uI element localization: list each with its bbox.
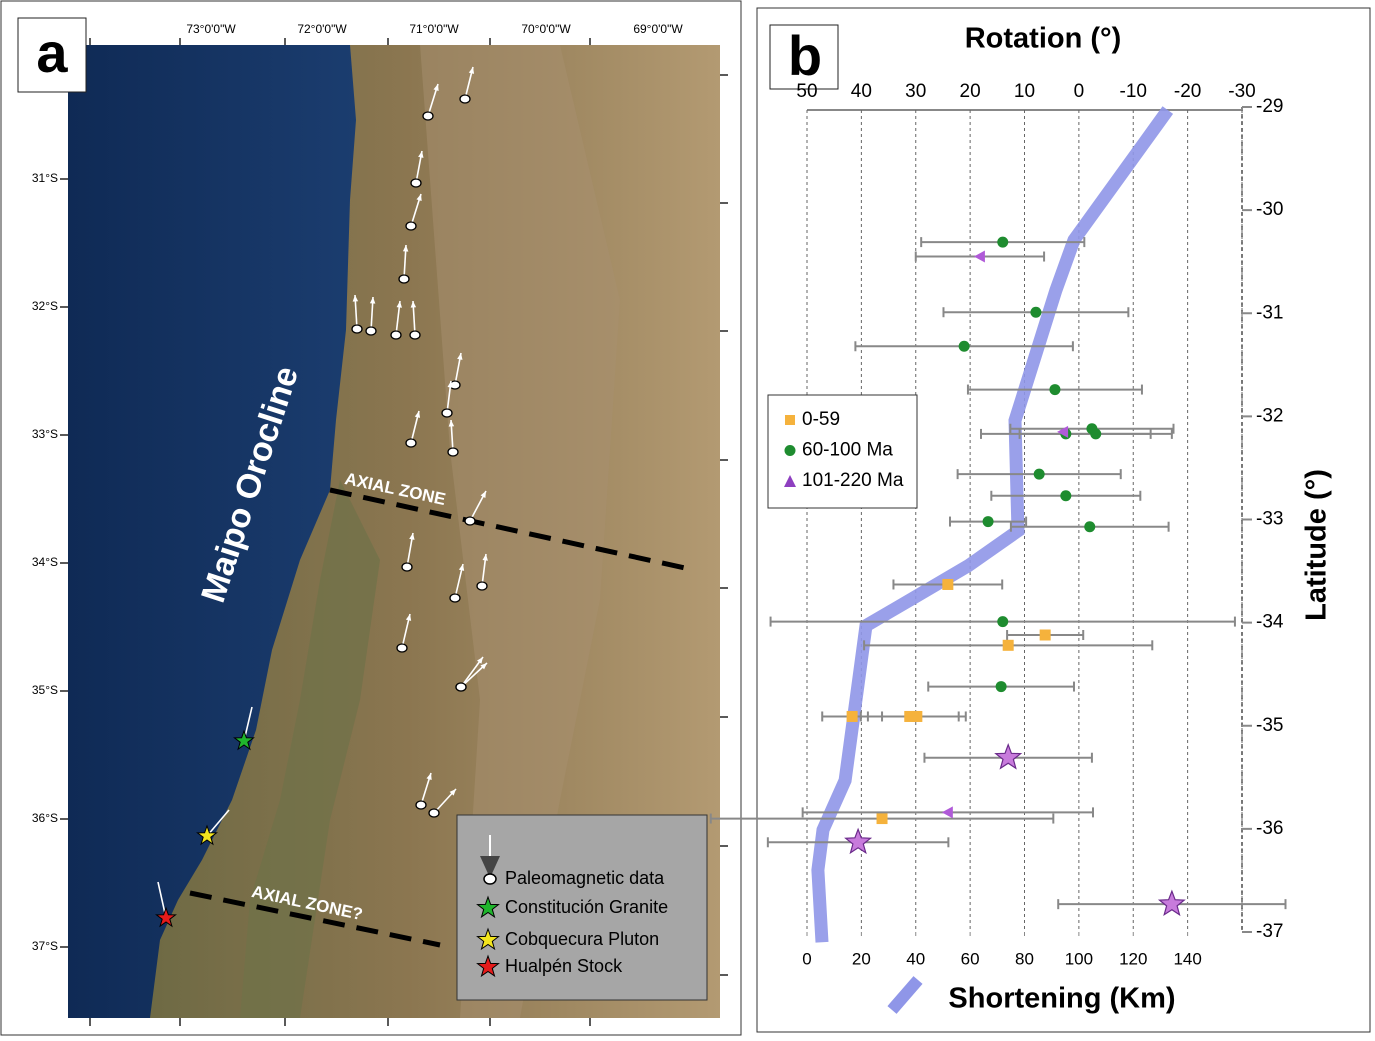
y-tick-label: -36 [1256,818,1283,839]
site [465,517,475,525]
lon-label: 73°0'0"W [186,22,236,36]
lon-label: 70°0'0"W [521,22,571,36]
x2-tick-label: 40 [906,949,925,968]
site [352,325,362,333]
legend-label: Hualpén Stock [505,956,623,976]
x2-axis-title: Shortening (Km) [948,983,1175,1015]
x-tick-label: 40 [851,81,872,102]
x-tick-label: 50 [796,81,817,102]
x-tick-label: 30 [905,81,926,102]
point [1034,469,1045,480]
site [442,409,452,417]
lat-label: 31°S [32,171,58,185]
y-tick-label: -30 [1256,199,1283,220]
x-tick-label: -10 [1120,81,1147,102]
point [983,516,994,527]
site [448,448,458,456]
lat-label: 34°S [32,555,58,569]
lat-label: 36°S [32,811,58,825]
site [411,179,421,187]
lon-label: 71°0'0"W [409,22,459,36]
point [1049,384,1060,395]
point [1060,490,1071,501]
site [397,644,407,652]
site [460,95,470,103]
x2-tick-label: 140 [1173,949,1201,968]
panel-label: b [788,24,822,87]
legend-label: Paleomagnetic data [505,868,665,888]
lon-label: 72°0'0"W [297,22,347,36]
x-axis-title: Rotation (°) [965,23,1122,55]
lat-label: 33°S [32,427,58,441]
legend-label: Cobquecura Pluton [505,929,659,949]
legend-symbol [785,415,795,425]
site [366,327,376,335]
point [1090,428,1101,439]
panel-label: a [36,21,68,84]
x-tick-label: -20 [1174,81,1201,102]
point [877,813,888,824]
point [996,681,1007,692]
point [847,711,858,722]
y-tick-label: -34 [1256,612,1284,633]
point [1040,630,1051,641]
site [456,683,466,691]
site [391,331,401,339]
point [911,711,922,722]
point [997,616,1008,627]
legend-label: 60-100 Ma [802,440,893,461]
site [410,331,420,339]
x2-tick-label: 100 [1065,949,1093,968]
lon-label: 69°0'0"W [633,22,683,36]
point [997,237,1008,248]
legend-site [484,874,496,884]
x2-tick-label: 20 [852,949,871,968]
x-tick-label: 0 [1074,81,1085,102]
x-tick-label: -30 [1228,81,1255,102]
site [423,112,433,120]
point [1003,640,1014,651]
figure: 73°0'0"W 72°0'0"W 71°0'0"W 70°0'0"W 69°0'0"W… [0,0,1375,1036]
site [416,801,426,809]
site [399,275,409,283]
site [402,563,412,571]
x2-tick-label: 0 [802,949,811,968]
lat-label: 35°S [32,683,58,697]
lat-label: 32°S [32,299,58,313]
x2-tick-label: 120 [1119,949,1147,968]
lat-label: 37°S [32,939,58,953]
x-tick-label: 20 [960,81,981,102]
site [477,582,487,590]
site [406,222,416,230]
legend-label: 101-220 Ma [802,470,904,491]
y-axis-title: Latitude (°) [1301,469,1333,621]
legend-label: 0-59 [802,409,840,430]
site [429,809,439,817]
legend-symbol [785,445,796,456]
site [450,594,460,602]
y-tick-label: -29 [1256,96,1283,117]
y-tick-label: -31 [1256,302,1283,323]
y-tick-label: -37 [1256,921,1283,942]
point [959,341,970,352]
legend-label: Constitución Granite [505,897,668,917]
x2-tick-label: 60 [961,949,980,968]
point [1084,521,1095,532]
x-tick-label: 10 [1014,81,1035,102]
y-tick-label: -35 [1256,715,1283,736]
y-tick-label: -33 [1256,509,1283,530]
site [406,439,416,447]
point [1030,307,1041,318]
point [942,579,953,590]
y-tick-label: -32 [1256,405,1283,426]
x2-tick-label: 80 [1015,949,1034,968]
